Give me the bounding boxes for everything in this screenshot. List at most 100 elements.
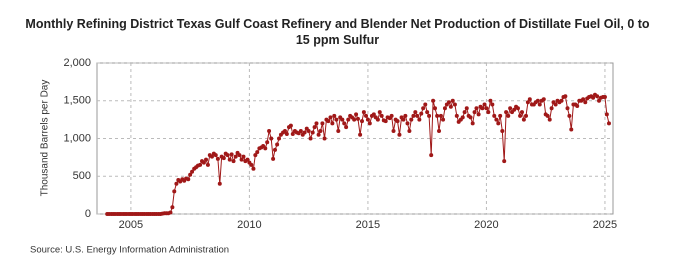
data-point — [320, 121, 325, 126]
data-point — [188, 172, 193, 177]
data-point — [312, 125, 317, 130]
data-point — [284, 131, 289, 136]
x-tick-label: 2005 — [119, 219, 143, 231]
data-point — [355, 116, 360, 121]
data-point — [524, 113, 529, 118]
data-point — [583, 100, 588, 105]
data-point — [290, 131, 295, 136]
data-point — [480, 106, 485, 111]
data-point — [310, 130, 315, 135]
x-tick-label: 2020 — [474, 219, 498, 231]
data-point — [273, 147, 278, 152]
y-tick-label: 1,000 — [63, 132, 91, 144]
data-point — [332, 113, 337, 118]
data-point — [496, 121, 501, 126]
data-point — [340, 117, 345, 122]
data-point — [512, 107, 517, 112]
data-point — [275, 142, 280, 147]
data-point — [213, 153, 218, 158]
data-point — [265, 140, 270, 145]
data-point — [241, 154, 246, 159]
data-point — [488, 98, 493, 103]
data-point — [359, 119, 364, 124]
data-point — [476, 112, 481, 117]
data-point — [437, 128, 442, 133]
data-point — [288, 123, 293, 128]
data-point — [367, 121, 372, 126]
data-point — [411, 113, 416, 118]
data-point — [377, 110, 382, 115]
data-point — [519, 110, 524, 115]
data-point — [391, 128, 396, 133]
data-point — [204, 157, 209, 162]
data-point — [397, 132, 402, 137]
data-point — [403, 113, 408, 118]
data-point — [549, 106, 554, 111]
data-point — [502, 159, 507, 164]
data-point — [271, 156, 276, 161]
data-point — [472, 110, 477, 115]
data-point — [431, 98, 436, 103]
data-point — [492, 113, 497, 118]
data-point — [330, 121, 335, 126]
x-tick-label: 2015 — [356, 219, 380, 231]
data-point — [559, 98, 564, 103]
data-point — [521, 117, 526, 122]
data-point — [591, 95, 596, 100]
data-point — [535, 98, 540, 103]
data-point — [454, 113, 459, 118]
data-point — [442, 106, 447, 111]
data-point — [468, 115, 473, 120]
data-point — [316, 132, 321, 137]
y-tick-label: 500 — [73, 170, 91, 182]
data-point — [427, 113, 432, 118]
data-point — [318, 128, 323, 133]
data-point — [302, 130, 307, 135]
data-point — [190, 169, 195, 174]
data-point — [484, 106, 489, 111]
data-point — [486, 110, 491, 115]
data-point — [239, 157, 244, 162]
data-point — [450, 98, 455, 103]
data-point — [174, 181, 179, 186]
chart-title: Monthly Refining District Texas Gulf Coa… — [25, 17, 650, 47]
data-point — [597, 98, 602, 103]
data-point — [460, 115, 465, 120]
data-point — [209, 154, 214, 159]
data-point — [205, 162, 210, 167]
data-point — [575, 104, 580, 109]
data-point — [306, 128, 311, 133]
y-axis-label: Thousand Barrels per Day — [40, 80, 51, 197]
data-point — [419, 111, 424, 116]
data-point — [527, 97, 532, 102]
data-point — [371, 112, 376, 117]
data-point — [170, 205, 175, 210]
data-point — [541, 97, 546, 102]
data-point — [282, 128, 287, 133]
data-point — [545, 113, 550, 118]
data-point — [186, 177, 191, 182]
data-point — [425, 110, 430, 115]
data-point — [221, 156, 226, 161]
data-point — [565, 106, 570, 111]
data-point — [567, 113, 572, 118]
data-point — [413, 110, 418, 115]
data-point — [225, 153, 230, 158]
data-point — [237, 153, 242, 158]
data-point — [452, 102, 457, 107]
data-point — [375, 117, 380, 122]
data-point — [389, 113, 394, 118]
data-point — [267, 128, 272, 133]
data-point — [563, 94, 568, 99]
data-point — [508, 106, 513, 111]
data-point — [500, 128, 505, 133]
data-point — [504, 110, 509, 115]
data-point — [421, 106, 426, 111]
data-point — [255, 150, 260, 155]
data-point — [432, 106, 437, 111]
data-point — [401, 117, 406, 122]
data-point — [308, 136, 313, 141]
data-point — [344, 125, 349, 130]
data-point — [215, 156, 220, 161]
